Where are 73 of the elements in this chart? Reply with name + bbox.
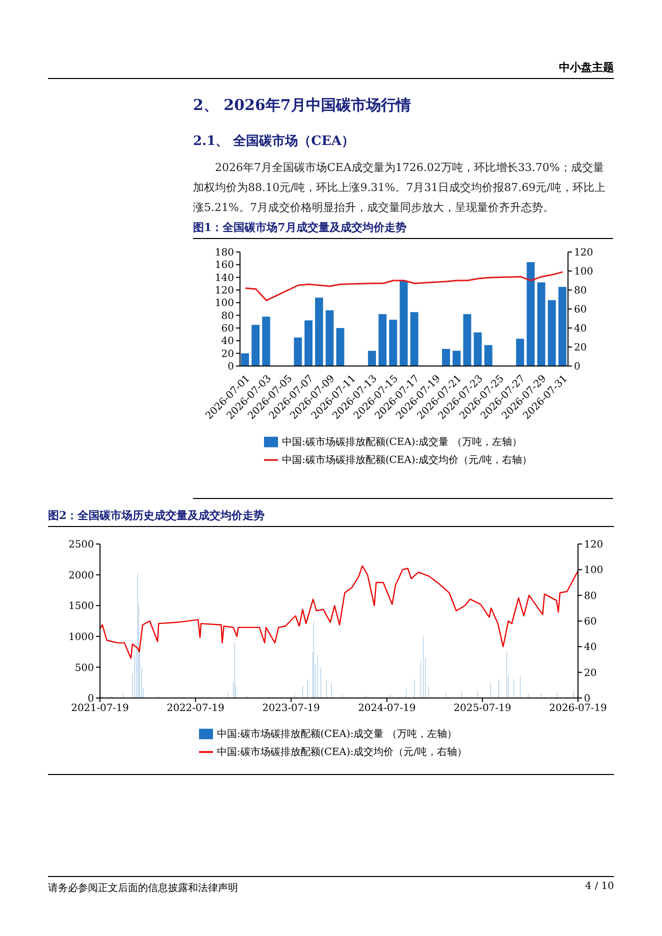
x-tick-label: 2024-07-19 xyxy=(358,703,416,714)
bar xyxy=(526,262,535,366)
y2-tick-label: 20 xyxy=(574,342,587,354)
bar xyxy=(410,312,418,366)
bar xyxy=(400,280,408,366)
bar xyxy=(558,286,566,366)
y-tick-label: 500 xyxy=(74,662,94,674)
text: 2、 2026年7月中国碳市场行情 xyxy=(193,96,411,115)
legend-label: 中国:碳市场碳排放配额(CEA):成交量 （万吨，左轴） xyxy=(282,437,522,448)
y-tick-label: 0 xyxy=(228,362,234,373)
y-tick-label: 40 xyxy=(221,336,234,348)
x-tick-label: 2026-07-19 xyxy=(549,703,607,714)
y-tick-label: 80 xyxy=(221,310,234,322)
line-series xyxy=(244,271,564,302)
y2-tick-label: 40 xyxy=(574,324,587,335)
bar xyxy=(516,338,524,366)
bar xyxy=(389,320,398,366)
bar xyxy=(326,310,334,366)
y-tick-label: 120 xyxy=(214,286,234,297)
y2-tick-label: 0 xyxy=(574,362,580,373)
bar xyxy=(252,324,260,366)
y2-tick-label: 40 xyxy=(584,642,597,654)
y-tick-label: 60 xyxy=(221,324,234,335)
bar xyxy=(452,350,461,366)
bar xyxy=(336,328,344,366)
bar xyxy=(262,316,270,366)
text: 中小盘主题 xyxy=(48,60,614,79)
text: 请务必参阅正文后面的信息披露和法律声明 xyxy=(48,882,238,895)
legend-label: 中国:碳市场碳排放配额(CEA):成交均价（元/吨，右轴） xyxy=(282,455,532,466)
y-tick-label: 2500 xyxy=(68,540,94,551)
bar xyxy=(315,298,324,366)
chart-title: 图1：全国碳市场7月成交量及成交均价走势 xyxy=(193,220,613,239)
text: 2026年7月全国碳市场CEA成交量为1726.02万吨，环比增长33.70%；成交量加权均价为88.10元/吨，环比上涨9.31%。7月31日成交均价报87.69元/吨，环比上涨5.21%。7月成交价格明显抬升，成交量同步放大，呈现量价齐升态势。 xyxy=(193,160,606,216)
y-tick-label: 100 xyxy=(214,298,234,310)
y2-tick-label: 100 xyxy=(574,266,594,278)
y-tick-label: 140 xyxy=(214,272,234,284)
y-tick-label: 0 xyxy=(88,694,94,705)
y-tick-label: 2000 xyxy=(68,570,94,582)
bar xyxy=(537,282,546,366)
bar xyxy=(378,314,387,366)
bar xyxy=(548,300,556,366)
y2-tick-label: 0 xyxy=(584,694,590,705)
bar xyxy=(463,314,472,366)
y2-tick-label: 60 xyxy=(584,616,597,628)
y2-tick-label: 60 xyxy=(574,304,587,316)
legend-label: 中国:碳市场碳排放配额(CEA):成交均价（元/吨，右轴） xyxy=(216,747,468,758)
x-tick-label: 2021-07-19 xyxy=(71,703,129,714)
bar xyxy=(368,350,376,366)
y2-tick-label: 80 xyxy=(574,286,587,297)
bar xyxy=(484,345,492,366)
text: 2.1、 全国碳市场（CEA） xyxy=(193,132,354,150)
y-tick-label: 20 xyxy=(221,348,234,360)
y-tick-label: 1500 xyxy=(68,601,94,612)
bar xyxy=(304,320,312,366)
x-tick-label: 2023-07-19 xyxy=(262,703,320,714)
text: 4 / 10 xyxy=(585,881,614,894)
y2-tick-label: 80 xyxy=(584,590,597,602)
x-tick-label: 2022-07-19 xyxy=(166,703,224,714)
bar xyxy=(294,338,302,366)
y-tick-label: 180 xyxy=(214,248,234,259)
y2-tick-label: 20 xyxy=(584,668,597,679)
y2-tick-label: 120 xyxy=(574,248,594,259)
bar xyxy=(241,353,249,366)
y-tick-label: 160 xyxy=(214,260,234,272)
y-tick-label: 1000 xyxy=(68,632,94,643)
bar xyxy=(474,332,482,366)
y2-tick-label: 120 xyxy=(584,540,604,551)
chart-title: 图2：全国碳市场历史成交量及成交均价走势 xyxy=(48,508,614,527)
line-series xyxy=(100,565,578,659)
bar xyxy=(442,348,450,366)
legend-label: 中国:碳市场碳排放配额(CEA):成交量 （万吨，左轴） xyxy=(216,729,457,740)
y2-tick-label: 100 xyxy=(584,565,604,576)
x-tick-label: 2025-07-19 xyxy=(454,703,512,714)
